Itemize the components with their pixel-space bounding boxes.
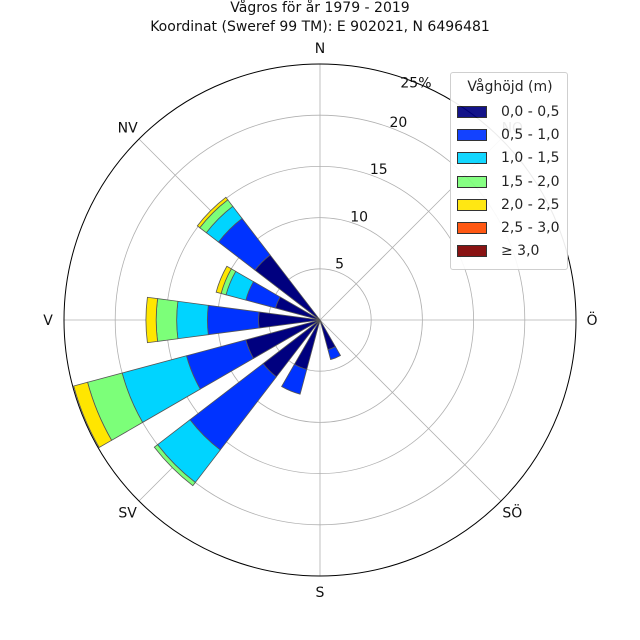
legend-item: 1,5 - 2,0 bbox=[457, 173, 559, 191]
legend-swatch bbox=[457, 106, 487, 118]
legend-swatch bbox=[457, 198, 487, 211]
radial-tick-label: 10 bbox=[350, 209, 368, 225]
radial-tick-label: 5 bbox=[335, 257, 344, 273]
direction-label-5: SV bbox=[118, 505, 137, 521]
legend-swatch bbox=[457, 175, 487, 188]
legend-label: 2,5 - 3,0 bbox=[501, 220, 560, 236]
legend-item: 1,0 - 1,5 bbox=[457, 149, 559, 167]
chart-subtitle: Koordinat (Sweref 99 TM): E 902021, N 64… bbox=[150, 19, 490, 35]
direction-label-7: NV bbox=[118, 121, 138, 137]
legend-swatch bbox=[457, 222, 487, 234]
sector-4-bin-1 bbox=[206, 304, 260, 336]
outer-circle bbox=[63, 63, 577, 577]
radial-tick-label: 20 bbox=[389, 115, 407, 131]
legend-item: 2,5 - 3,0 bbox=[457, 219, 559, 237]
sector-4-bin-4 bbox=[145, 296, 159, 344]
chart-title: Vågros för år 1979 - 2019 bbox=[230, 0, 410, 16]
legend-label: 1,5 - 2,0 bbox=[501, 173, 560, 190]
legend-label: 0,0 - 0,5 bbox=[501, 104, 560, 120]
sector-2-bin-3 bbox=[153, 444, 196, 487]
grid-spoke-3 bbox=[319, 319, 502, 502]
legend-title: Våghöjd (m) bbox=[467, 79, 553, 95]
legend-label: 0,5 - 1,0 bbox=[501, 127, 560, 144]
radial-tick-label: 15 bbox=[370, 162, 388, 178]
sector-5-bin-4 bbox=[215, 265, 232, 294]
sector-3-bin-4 bbox=[73, 381, 113, 449]
direction-label-4: S bbox=[316, 585, 325, 601]
sector-0-bin-0 bbox=[319, 319, 336, 351]
radial-max-label: 25% bbox=[400, 75, 431, 91]
sector-0-bin-1 bbox=[327, 346, 342, 361]
legend-item: 0,0 - 0,5 bbox=[457, 103, 559, 121]
direction-label-6: V bbox=[43, 313, 53, 329]
sector-4-bin-3 bbox=[155, 298, 179, 342]
legend-label: 2,0 - 2,5 bbox=[501, 196, 560, 213]
direction-label-3: SÖ bbox=[502, 503, 522, 521]
direction-label-2: Ö bbox=[586, 311, 597, 329]
direction-label-0: N bbox=[315, 41, 325, 57]
legend-item: 2,0 - 2,5 bbox=[457, 196, 559, 214]
sector-6-bin-4 bbox=[196, 196, 229, 229]
legend-swatch bbox=[457, 245, 487, 258]
legend-label: 1,0 - 1,5 bbox=[501, 150, 560, 167]
sector-1-bin-1 bbox=[281, 363, 308, 395]
sector-4-bin-2 bbox=[176, 300, 209, 340]
legend-item: 0,5 - 1,0 bbox=[457, 126, 559, 144]
legend: Våghöjd (m) 0,0 - 0,5 0,5 - 1,0 1,0 - 1,5 1… bbox=[450, 72, 568, 270]
legend-swatch bbox=[457, 129, 487, 142]
legend-label: ≥ 3,0 bbox=[501, 243, 540, 260]
legend-item: ≥ 3,0 bbox=[457, 242, 539, 260]
legend-swatch bbox=[457, 152, 487, 165]
sector-bars bbox=[73, 196, 342, 487]
